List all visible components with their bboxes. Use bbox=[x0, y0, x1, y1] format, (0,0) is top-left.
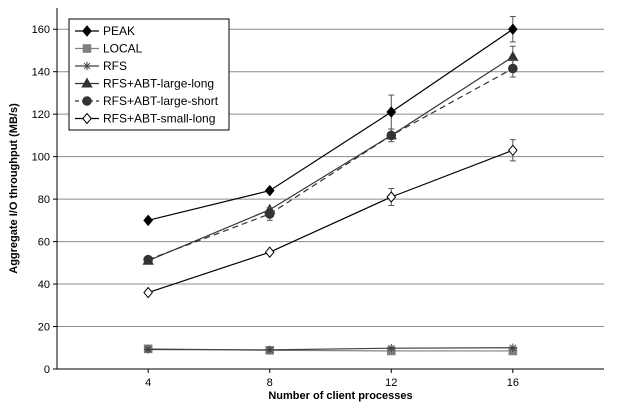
y-tick-label-120: 120 bbox=[32, 109, 50, 121]
series-line-0 bbox=[148, 28, 514, 221]
data-point-5-0 bbox=[143, 286, 154, 299]
series-line-4 bbox=[147, 67, 514, 261]
series-layer bbox=[142, 15, 519, 356]
y-tick-label-160: 160 bbox=[32, 24, 50, 36]
data-point-0-1 bbox=[264, 184, 275, 197]
legend-item-4: RFS+ABT-large-short bbox=[75, 94, 219, 108]
series-line-3 bbox=[147, 56, 514, 262]
data-point-2-1 bbox=[265, 345, 274, 355]
data-point-4-2 bbox=[386, 130, 397, 141]
data-point-0-3 bbox=[507, 23, 518, 36]
series-line-5 bbox=[147, 149, 514, 294]
legend-item-0: PEAK bbox=[75, 24, 135, 38]
data-point-4-3 bbox=[508, 63, 518, 74]
series-5 bbox=[143, 139, 518, 299]
data-point-4-0 bbox=[143, 254, 153, 265]
series-2 bbox=[143, 343, 518, 355]
legend: PEAK LOCAL RFS RFS+ABT-large-long RFS+ABT-la… bbox=[68, 18, 230, 131]
y-tick-label-140: 140 bbox=[32, 67, 50, 79]
legend-marker-4 bbox=[82, 96, 92, 106]
series-4 bbox=[143, 59, 518, 265]
data-point-2-0 bbox=[143, 345, 153, 354]
data-point-0-0 bbox=[143, 214, 154, 227]
axes: 0 20 40 60 80 100 120 140 160 4 8 12 16 bbox=[32, 8, 604, 389]
data-point-3-3 bbox=[507, 50, 519, 61]
legend-marker-5 bbox=[82, 112, 92, 125]
legend-label-0: PEAK bbox=[103, 24, 135, 38]
legend-label-1: LOCAL bbox=[103, 42, 143, 56]
data-point-5-3 bbox=[507, 144, 518, 157]
legend-item-2: RFS bbox=[75, 59, 127, 73]
x-tick-label-12: 12 bbox=[385, 377, 397, 389]
data-point-2-2 bbox=[387, 343, 396, 353]
y-tick-label-40: 40 bbox=[38, 279, 50, 291]
y-tick-label-80: 80 bbox=[38, 194, 50, 206]
x-axis-label: Number of client processes bbox=[268, 390, 412, 402]
legend-marker-0 bbox=[82, 25, 92, 37]
x-tick-label-8: 8 bbox=[267, 377, 273, 389]
legend-marker-3 bbox=[81, 77, 93, 88]
legend-item-3: RFS+ABT-large-long bbox=[75, 77, 214, 91]
data-point-4-1 bbox=[264, 209, 275, 219]
x-tick-label-16: 16 bbox=[507, 377, 519, 389]
y-axis-label: Aggregate I/O throughput (MB/s) bbox=[8, 103, 20, 274]
legend-label-5: RFS+ABT-small-long bbox=[103, 112, 215, 126]
y-tick-label-60: 60 bbox=[38, 237, 50, 249]
data-point-5-2 bbox=[386, 191, 397, 203]
y-tick-label-0: 0 bbox=[44, 364, 50, 376]
legend-item-5: RFS+ABT-small-long bbox=[75, 112, 215, 126]
y-tick-label-100: 100 bbox=[32, 152, 50, 164]
legend-marker-1 bbox=[82, 44, 92, 53]
x-tick-label-4: 4 bbox=[145, 377, 151, 389]
legend-item-1: LOCAL bbox=[75, 42, 143, 56]
legend-label-4: RFS+ABT-large-short bbox=[103, 94, 219, 108]
legend-label-2: RFS bbox=[103, 59, 127, 73]
series-0 bbox=[143, 15, 518, 227]
data-point-2-3 bbox=[508, 343, 518, 352]
y-tick-label-20: 20 bbox=[38, 322, 50, 334]
data-point-5-1 bbox=[264, 246, 275, 258]
legend-label-3: RFS+ABT-large-long bbox=[103, 77, 214, 91]
legend-box bbox=[68, 18, 230, 131]
series-line-2 bbox=[148, 347, 513, 351]
legend-marker-2 bbox=[82, 61, 92, 71]
data-point-0-2 bbox=[386, 106, 397, 118]
